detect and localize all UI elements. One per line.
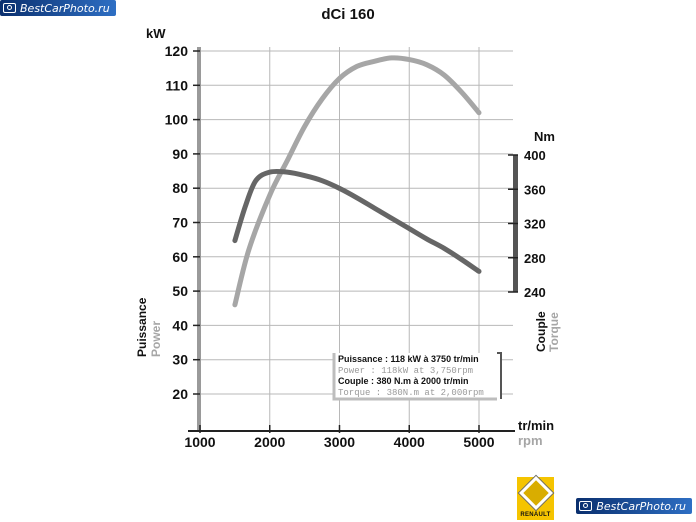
legend-line: Power : 118kW at 3,750rpm [338,366,473,376]
legend-background [334,353,501,399]
y-right-tick-label: 360 [524,182,546,197]
x-tick-label: 4000 [394,434,425,450]
y-left-tick-label: 120 [165,43,189,59]
y-left-tick-label: 100 [165,112,189,128]
legend-line: Puissance : 118 kW à 3750 tr/min [338,354,479,364]
x-unit-fr: tr/min [518,418,554,433]
x-tick-label: 5000 [463,434,494,450]
power-curve [232,55,482,308]
y-left-label-fr: Puissance [135,297,149,357]
y-left-tick-label: 80 [172,180,188,196]
y-left-label-en: Power [149,321,163,357]
y-right-label-fr: Couple [534,311,548,352]
renault-logo: RENAULT [517,476,554,520]
y-left-tick-label: 70 [172,215,188,231]
watermark-text: BestCarPhoto.ru [596,499,686,513]
legend-line: Couple : 380 N.m à 2000 tr/min [338,376,469,386]
legend-line: Torque : 380N.m at 2,000rpm [338,388,484,398]
camera-icon [3,3,16,13]
y-right-tick-label: 320 [524,217,546,232]
chart-title: dCi 160 [321,6,374,23]
y-right-tick-label: 240 [524,285,546,300]
camera-icon [579,501,593,511]
y-left-tick-label: 110 [165,77,188,93]
y-left-tick-label: 20 [172,386,188,402]
watermark-bottom: BestCarPhoto.ru [576,498,692,514]
legend-bracket [497,352,502,399]
y-right-tick-label: 400 [524,148,546,163]
y-left-tick-label: 40 [172,317,188,333]
y-left-tick-label: 30 [172,352,188,368]
x-tick-label: 3000 [324,434,355,450]
watermark-top: BestCarPhoto.ru [0,0,116,16]
y-left-tick-label: 90 [172,146,188,162]
y-right-unit: Nm [534,129,555,144]
x-tick-label: 1000 [184,434,215,450]
y-left-tick-label: 60 [172,249,188,265]
x-tick-label: 2000 [254,434,285,450]
watermark-text: BestCarPhoto.ru [20,1,110,15]
left-axis-bar [197,47,201,431]
torque-curve [232,168,482,274]
legend-shadow [332,353,497,401]
x-unit-en: rpm [518,433,543,448]
y-right-tick-label: 280 [524,251,546,266]
y-left-unit: kW [146,26,166,41]
renault-diamond-icon [518,476,553,510]
y-right-label-en: Torque [547,312,561,352]
logo-wordmark: RENAULT [520,512,551,518]
y-left-tick-label: 50 [172,283,188,299]
